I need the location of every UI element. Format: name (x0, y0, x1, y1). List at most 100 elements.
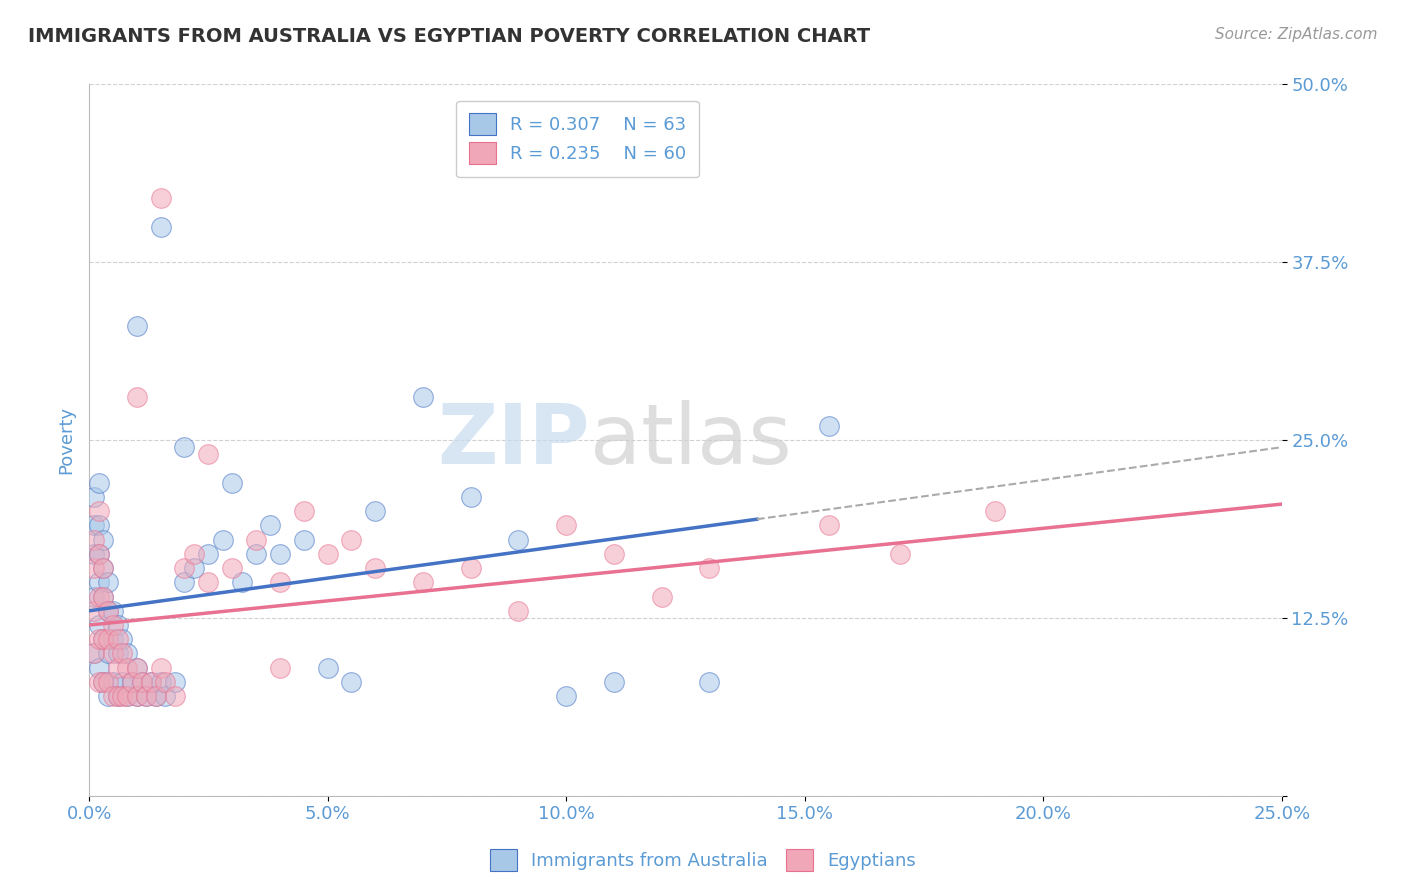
Point (87, 632, 110, 647)
Point (145, 689, 167, 703)
Point (121, 675, 143, 690)
Point (101, 675, 124, 690)
Point (269, 575, 291, 590)
Point (364, 561, 387, 575)
Point (211, 533, 233, 547)
Point (817, 418, 839, 433)
Point (87, 590, 110, 604)
Point (316, 547, 339, 561)
Point (316, 661, 339, 675)
Point (93, 533, 115, 547)
Point (125, 661, 148, 675)
Point (149, 219, 172, 234)
Point (121, 675, 143, 690)
Point (173, 575, 195, 590)
Point (107, 689, 129, 703)
Point (115, 689, 138, 703)
Point (139, 675, 162, 690)
Point (197, 547, 219, 561)
Point (83, 533, 105, 547)
Point (93, 590, 115, 604)
Point (817, 518, 839, 533)
Point (555, 689, 578, 703)
Point (111, 647, 134, 661)
Point (93, 561, 115, 575)
Point (97, 675, 120, 690)
Point (87, 518, 110, 533)
Point (163, 675, 186, 690)
Point (221, 561, 243, 575)
Point (197, 447, 219, 461)
Point (93, 632, 115, 647)
Point (131, 675, 153, 690)
Point (107, 618, 129, 632)
Text: IMMIGRANTS FROM AUSTRALIA VS EGYPTIAN POVERTY CORRELATION CHART: IMMIGRANTS FROM AUSTRALIA VS EGYPTIAN PO… (28, 27, 870, 45)
Point (259, 518, 281, 533)
Point (135, 689, 157, 703)
Point (97, 689, 120, 703)
Point (145, 689, 167, 703)
Point (889, 547, 911, 561)
Point (149, 191, 172, 205)
Point (197, 575, 219, 590)
Point (125, 319, 148, 334)
Point (87, 547, 110, 561)
Point (101, 647, 124, 661)
Legend: R = 0.307    N = 63, R = 0.235    N = 60: R = 0.307 N = 63, R = 0.235 N = 60 (456, 101, 699, 178)
Point (97, 632, 120, 647)
Point (125, 391, 148, 405)
Point (508, 604, 530, 618)
Point (93, 675, 115, 690)
Point (83, 547, 105, 561)
Legend: Immigrants from Australia, Egyptians: Immigrants from Australia, Egyptians (482, 842, 924, 879)
Point (231, 575, 253, 590)
Point (93, 561, 115, 575)
Point (111, 689, 134, 703)
Point (125, 689, 148, 703)
Point (173, 561, 195, 575)
Point (87, 675, 110, 690)
Point (107, 632, 129, 647)
Point (173, 440, 195, 454)
Point (87, 547, 110, 561)
Point (412, 391, 434, 405)
Point (107, 661, 129, 675)
Point (984, 504, 1007, 518)
Point (97, 604, 120, 618)
Point (269, 661, 291, 675)
Point (340, 533, 363, 547)
Point (412, 575, 434, 590)
Point (97, 647, 120, 661)
Point (83, 590, 105, 604)
Point (603, 675, 626, 690)
Point (83, 561, 105, 575)
Point (87, 661, 110, 675)
Point (87, 475, 110, 490)
Point (292, 504, 315, 518)
Point (83, 490, 105, 504)
Point (155, 675, 177, 690)
Point (364, 504, 387, 518)
Point (87, 575, 110, 590)
Point (111, 632, 134, 647)
Point (460, 490, 482, 504)
Point (83, 647, 105, 661)
Point (101, 618, 124, 632)
Point (697, 675, 720, 690)
Y-axis label: Poverty: Poverty (58, 406, 75, 475)
Point (149, 675, 172, 690)
Point (183, 561, 205, 575)
Point (245, 533, 267, 547)
Point (93, 632, 115, 647)
Point (139, 675, 162, 690)
Point (101, 632, 124, 647)
Point (93, 675, 115, 690)
Point (508, 533, 530, 547)
Text: Source: ZipAtlas.com: Source: ZipAtlas.com (1215, 27, 1378, 42)
Text: ZIP: ZIP (437, 400, 591, 481)
Point (101, 604, 124, 618)
Point (697, 561, 720, 575)
Point (555, 518, 578, 533)
Point (125, 689, 148, 703)
Point (135, 689, 157, 703)
